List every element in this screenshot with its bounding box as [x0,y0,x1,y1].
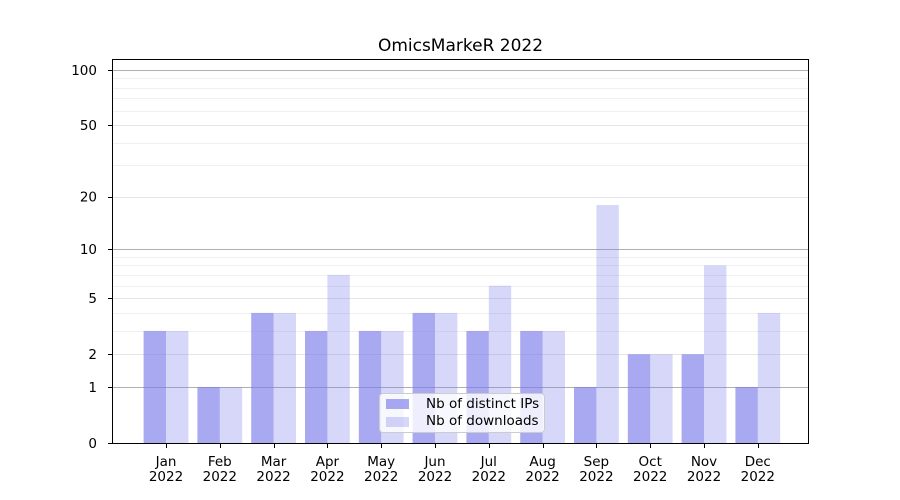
bar-ips-nov [681,354,704,443]
x-tick-label-month: Oct [639,454,662,470]
bar-downloads-mar [273,312,296,443]
x-tick-label-year: 2022 [149,469,183,485]
x-tick-label-month: Mar [261,454,287,470]
y-tick-label: 100 [71,63,97,79]
x-tick-label-year: 2022 [364,469,398,485]
x-tick-label-month: May [367,454,395,470]
bar-ips-jan [143,330,166,443]
bar-downloads-aug [542,330,565,443]
x-tick-label-month: Sep [584,454,609,470]
x-tick-label-month: Apr [316,454,340,470]
bar-downloads-dec [757,312,781,443]
x-tick-label-month: Nov [691,454,717,470]
x-tick-label-year: 2022 [741,469,775,485]
y-tick-label: 10 [80,242,97,258]
x-tick-label-year: 2022 [256,469,290,485]
bar-downloads-nov [704,265,727,443]
bar-downloads-feb [219,386,243,443]
plot-border [112,59,809,444]
x-tick-label-year: 2022 [579,469,613,485]
y-tick-label: 5 [88,291,97,307]
bar-downloads-jan [166,330,189,443]
bar-ips-sep [574,386,597,443]
bar-downloads-oct [650,354,673,443]
bar-downloads-apr [327,274,350,443]
bar-ips-dec [735,386,758,443]
x-tick-label-month: Jan [155,454,177,470]
x-tick-label-month: Dec [745,454,771,470]
x-tick-label-month: Feb [208,454,232,470]
legend-label-downloads: Nb of downloads [426,412,539,429]
bar-downloads-sep [596,205,619,443]
y-tick-label: 50 [80,118,97,134]
x-tick-label-year: 2022 [687,469,721,485]
x-tick-label-year: 2022 [203,469,237,485]
legend-swatch-distinct-ips [386,399,409,410]
legend-item-distinct-ips: Nb of distinct IPs [386,397,544,411]
bar-ips-oct [627,354,651,443]
y-tick-label: 20 [80,190,97,206]
legend-swatch-downloads [386,416,409,427]
x-tick-label-month: Aug [529,454,555,470]
x-tick-label-year: 2022 [310,469,344,485]
bar-ips-mar [251,312,274,443]
bar-ips-feb [197,386,220,443]
bar-ips-may [358,330,382,443]
y-tick-label: 2 [88,347,97,363]
chart-title: OmicsMarkeR 2022 [377,36,544,56]
legend-item-downloads: Nb of downloads [386,412,544,429]
x-tick-label-year: 2022 [525,469,559,485]
x-tick-label-month: Jun [423,454,445,470]
x-tick-label-year: 2022 [472,469,506,485]
legend-label-distinct-ips: Nb of distinct IPs [426,395,540,412]
x-tick-label-year: 2022 [418,469,452,485]
bar-ips-apr [305,330,328,443]
x-tick-label-month: Jul [480,454,497,470]
x-tick-label-year: 2022 [633,469,667,485]
y-tick-label: 0 [88,436,97,452]
chart-legend: Nb of distinct IPs Nb of downloads [379,393,545,433]
y-tick-label: 1 [88,380,97,396]
